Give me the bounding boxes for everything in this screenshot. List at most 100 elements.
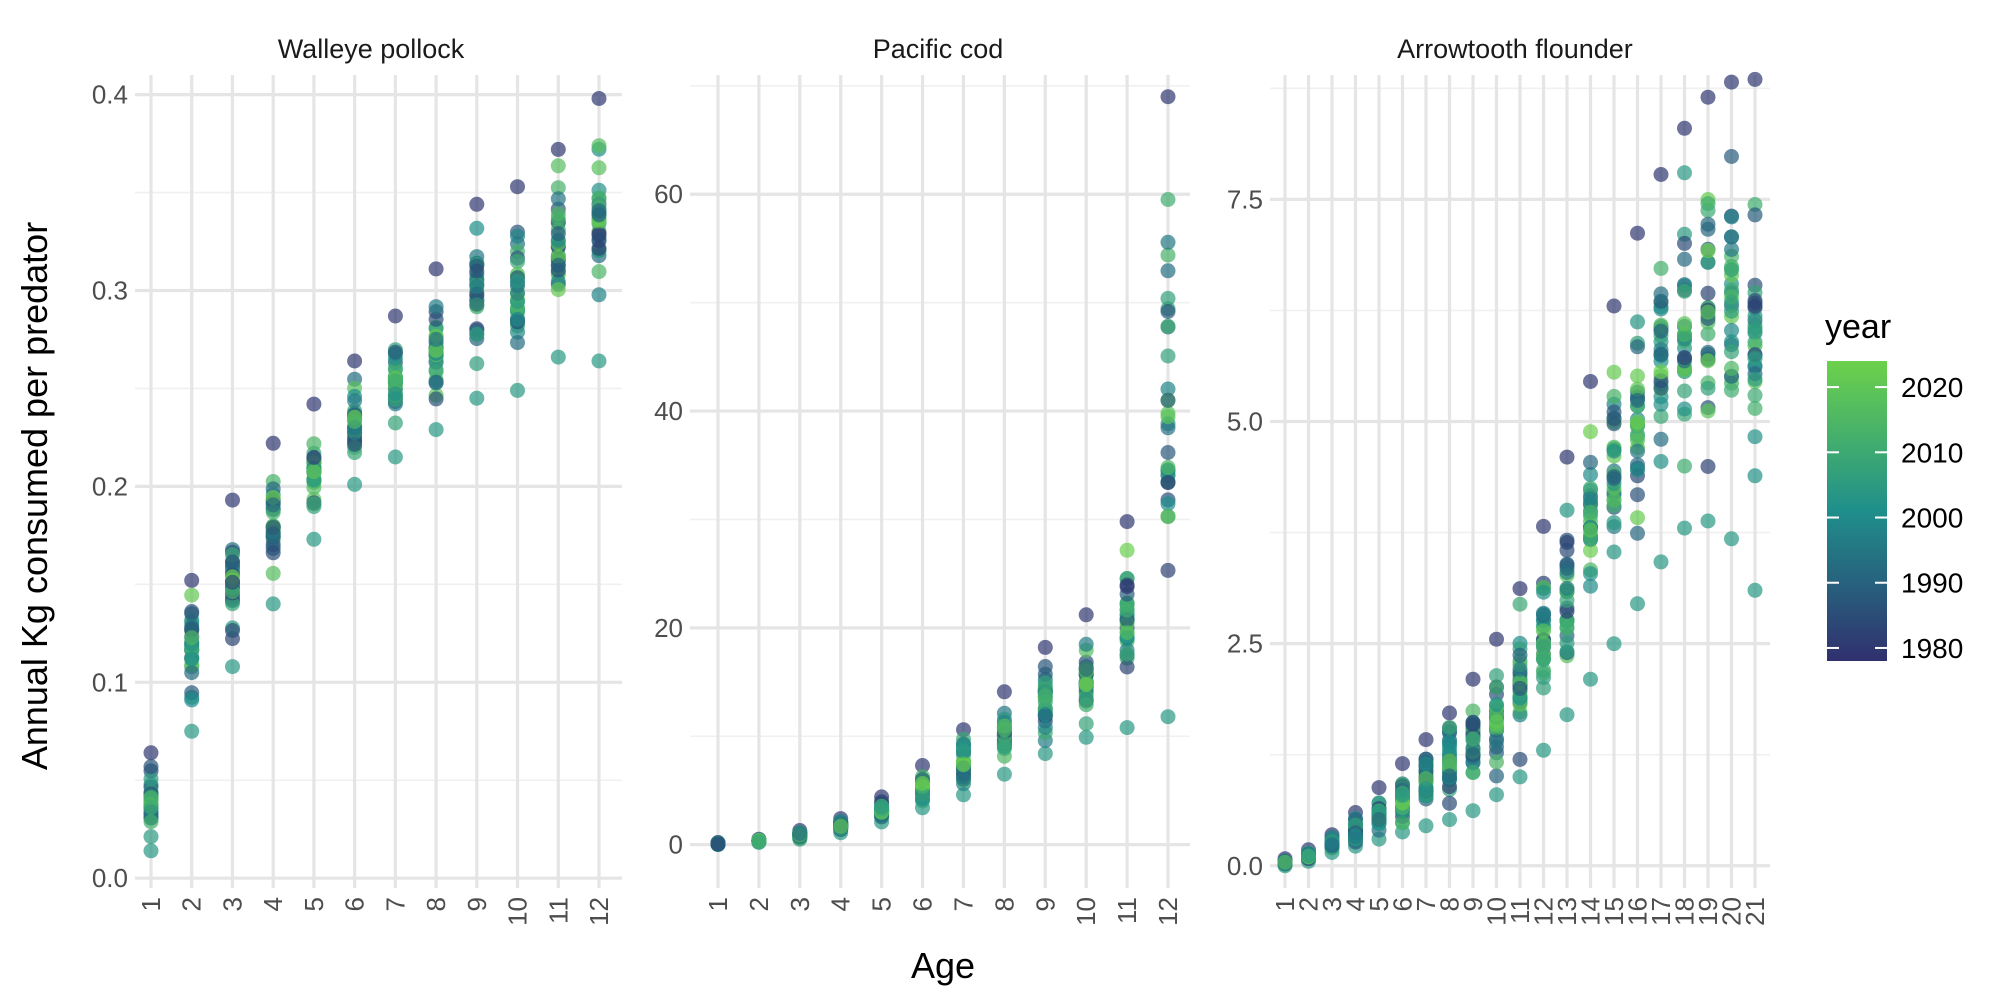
data-point — [1583, 491, 1598, 507]
data-point — [1489, 697, 1504, 713]
data-point — [1442, 768, 1457, 784]
data-point — [225, 659, 240, 675]
x-tick-label: 1 — [1270, 897, 1300, 911]
data-point — [1078, 729, 1094, 745]
facet-title: Arrowtooth flounder — [1397, 34, 1633, 64]
y-tick-label: 0.4 — [92, 80, 128, 110]
data-point — [956, 744, 971, 759]
y-tick-label: 2.5 — [1227, 629, 1263, 659]
y-tick-label: 0.3 — [92, 275, 128, 305]
x-tick-label: 21 — [1740, 897, 1770, 926]
data-point — [265, 435, 281, 451]
x-tick-label: 5 — [1364, 897, 1394, 911]
x-tick-label: 5 — [299, 897, 329, 911]
x-tick-label: 6 — [340, 897, 370, 911]
data-point — [510, 285, 525, 301]
data-point — [1489, 787, 1504, 803]
data-point — [1465, 703, 1481, 719]
x-tick-label: 3 — [217, 897, 247, 911]
data-point — [1747, 207, 1763, 223]
data-point — [306, 396, 322, 412]
data-point — [1160, 409, 1176, 425]
data-point — [1700, 255, 1716, 270]
facet-title: Pacific cod — [873, 34, 1004, 64]
data-point — [996, 684, 1012, 700]
data-point — [1606, 298, 1622, 314]
data-point — [1119, 720, 1135, 736]
y-tick-label: 60 — [654, 179, 683, 209]
data-point — [550, 257, 566, 273]
data-point — [1559, 603, 1575, 619]
x-tick-label: 1 — [703, 897, 733, 911]
data-point — [1160, 459, 1176, 475]
data-point — [1700, 196, 1716, 212]
data-point — [1160, 234, 1176, 250]
y-tick-label: 5.0 — [1227, 407, 1263, 437]
data-point — [1653, 431, 1669, 447]
gridlines — [135, 75, 622, 888]
data-point — [1465, 731, 1481, 747]
data-point — [347, 476, 363, 492]
y-tick-labels: 0.0 2.5 5.0 7.5 — [1227, 184, 1263, 880]
data-point — [1653, 364, 1669, 380]
data-point — [1606, 364, 1622, 380]
data-point — [1160, 89, 1176, 105]
data-point — [347, 437, 363, 452]
x-tick-label: 8 — [421, 897, 451, 911]
x-tick-label: 9 — [462, 897, 492, 911]
colorbar-tick-label: 2020 — [1901, 372, 1963, 403]
data-point — [225, 596, 240, 612]
data-point — [1489, 668, 1504, 684]
data-point — [306, 531, 322, 547]
data-point — [1606, 544, 1622, 560]
data-point — [550, 180, 566, 196]
data-point — [1160, 509, 1176, 525]
gridlines — [690, 75, 1190, 888]
facet-title: Walleye pollock — [278, 34, 465, 64]
data-point — [956, 757, 971, 773]
data-point — [956, 771, 971, 787]
data-point — [1160, 562, 1176, 578]
data-point — [1465, 803, 1481, 819]
data-point — [347, 413, 363, 429]
data-point — [550, 349, 566, 365]
data-point — [387, 344, 403, 360]
data-point — [833, 818, 849, 834]
data-point — [1037, 675, 1053, 691]
x-tick-labels: 1 2 3 4 5 6 7 8 9 10 11 12 — [136, 897, 614, 926]
data-point — [225, 623, 240, 638]
data-point — [428, 299, 444, 315]
data-point — [1630, 392, 1645, 408]
data-point — [1037, 706, 1053, 722]
data-point — [996, 735, 1012, 751]
x-tick-label: 9 — [1030, 897, 1060, 911]
data-point — [1559, 592, 1575, 608]
data-point — [1583, 578, 1598, 594]
legend-title: year — [1825, 308, 1891, 346]
data-point — [1630, 414, 1645, 430]
data-point — [1160, 304, 1176, 319]
x-tick-label: 20 — [1717, 897, 1747, 926]
data-point — [428, 391, 444, 407]
data-point — [591, 353, 607, 369]
data-point — [1724, 242, 1739, 257]
data-point — [143, 745, 159, 761]
y-tick-label: 0.2 — [92, 471, 128, 501]
x-tick-label: 7 — [380, 897, 410, 911]
data-point — [1119, 579, 1135, 595]
x-tick-label: 10 — [1482, 897, 1512, 926]
y-tick-labels: 0.0 0.1 0.2 0.3 0.4 — [92, 80, 128, 894]
data-point — [591, 160, 607, 176]
data-point — [1724, 322, 1739, 338]
data-point — [143, 771, 159, 787]
data-point — [1583, 454, 1598, 470]
data-point — [306, 464, 322, 480]
data-point — [1559, 502, 1575, 518]
data-point — [915, 758, 930, 773]
data-point — [1160, 709, 1176, 725]
data-point — [1653, 323, 1669, 339]
data-point — [1536, 518, 1551, 534]
data-point — [1160, 475, 1176, 491]
